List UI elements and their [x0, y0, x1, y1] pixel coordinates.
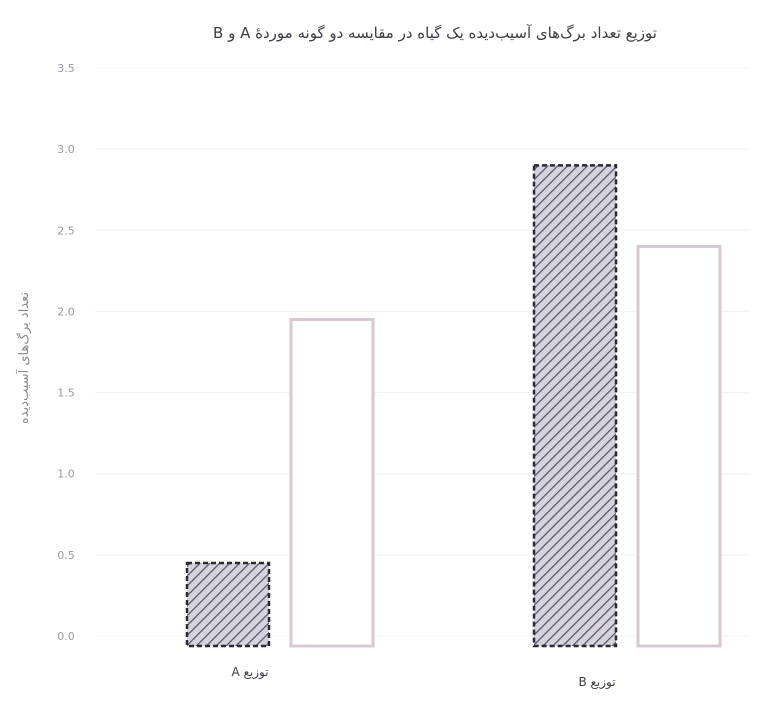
- bar-plain-1: [636, 245, 722, 648]
- y-tick-label: 3.0: [57, 143, 75, 156]
- y-tick-label: 1.0: [57, 468, 75, 481]
- bar-hatched-0: [185, 561, 271, 648]
- chart-title: توزیع تعداد برگ‌های آسیب‌دیده یک گیاه در…: [213, 24, 657, 42]
- y-tick-label: 0.0: [57, 630, 75, 643]
- bars: [185, 164, 722, 648]
- y-tick-label: 1.5: [57, 387, 75, 400]
- x-category-label: توزیع B: [578, 675, 615, 690]
- bar-plain-0: [289, 318, 375, 648]
- y-tick-labels: 0.0 0.5 1.0 1.5 2.0 2.5 3.0 3.5: [57, 62, 75, 643]
- bar-hatched-1: [532, 164, 618, 648]
- y-tick-label: 2.0: [57, 305, 75, 318]
- x-category-label: توزیع A: [231, 665, 268, 680]
- grid-lines: [95, 67, 750, 637]
- y-tick-label: 3.5: [57, 62, 75, 75]
- x-category-labels: توزیع A توزیع B: [231, 665, 615, 690]
- y-tick-label: 0.5: [57, 549, 75, 562]
- y-tick-label: 2.5: [57, 224, 75, 237]
- y-axis-label: تعداد برگ‌های آسیب‌دیده: [15, 292, 32, 424]
